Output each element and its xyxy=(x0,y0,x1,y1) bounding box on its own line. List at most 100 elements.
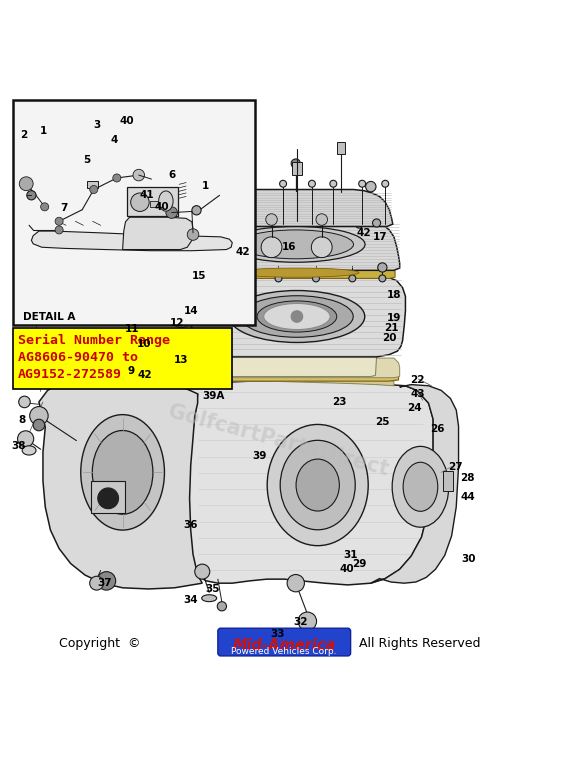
Ellipse shape xyxy=(90,185,98,194)
Text: 29: 29 xyxy=(352,559,367,568)
Ellipse shape xyxy=(296,459,339,511)
Ellipse shape xyxy=(90,576,104,590)
Text: Copyright  ©: Copyright © xyxy=(59,637,140,650)
Bar xyxy=(337,142,345,154)
Text: All Rights Reserved: All Rights Reserved xyxy=(359,637,481,650)
Text: 3: 3 xyxy=(93,120,100,130)
Ellipse shape xyxy=(235,268,359,277)
Ellipse shape xyxy=(22,446,36,455)
Ellipse shape xyxy=(166,207,177,218)
Ellipse shape xyxy=(33,420,45,431)
Ellipse shape xyxy=(239,275,246,282)
Bar xyxy=(127,187,178,216)
Ellipse shape xyxy=(214,219,222,227)
Text: 12: 12 xyxy=(170,318,184,328)
Text: 28: 28 xyxy=(461,473,475,483)
Bar xyxy=(175,290,189,325)
Ellipse shape xyxy=(81,415,165,530)
Text: Mid-America: Mid-America xyxy=(233,638,336,653)
Text: 16: 16 xyxy=(282,242,296,252)
Polygon shape xyxy=(214,347,376,376)
Ellipse shape xyxy=(298,612,317,631)
Text: 44: 44 xyxy=(461,492,475,502)
Ellipse shape xyxy=(174,286,188,293)
Ellipse shape xyxy=(349,275,356,282)
Ellipse shape xyxy=(30,407,48,425)
Polygon shape xyxy=(122,217,193,249)
Text: 32: 32 xyxy=(293,617,307,628)
Ellipse shape xyxy=(358,180,365,187)
Ellipse shape xyxy=(97,572,115,590)
Ellipse shape xyxy=(309,180,316,187)
Ellipse shape xyxy=(218,602,227,611)
Text: 9: 9 xyxy=(128,366,135,376)
Ellipse shape xyxy=(27,191,36,200)
Ellipse shape xyxy=(229,290,365,343)
Ellipse shape xyxy=(55,226,63,234)
Text: 10: 10 xyxy=(137,339,152,349)
Text: 21: 21 xyxy=(385,323,399,333)
Ellipse shape xyxy=(174,321,188,328)
Polygon shape xyxy=(187,276,405,357)
Polygon shape xyxy=(172,374,433,585)
Polygon shape xyxy=(197,374,394,386)
Text: 7: 7 xyxy=(60,203,67,213)
Text: 33: 33 xyxy=(270,629,285,639)
Bar xyxy=(443,470,454,491)
Ellipse shape xyxy=(355,220,363,228)
Polygon shape xyxy=(180,366,398,382)
Text: 35: 35 xyxy=(205,584,219,594)
Ellipse shape xyxy=(316,214,328,225)
Ellipse shape xyxy=(227,226,365,262)
Ellipse shape xyxy=(241,296,353,337)
Text: GolfcartPartsDirect: GolfcartPartsDirect xyxy=(166,401,391,480)
Ellipse shape xyxy=(98,488,118,508)
Polygon shape xyxy=(191,358,400,378)
Ellipse shape xyxy=(392,446,449,527)
Ellipse shape xyxy=(379,275,386,282)
Text: 11: 11 xyxy=(125,325,139,334)
Bar xyxy=(13,100,255,325)
Ellipse shape xyxy=(184,344,198,358)
Ellipse shape xyxy=(403,462,438,511)
Text: 8: 8 xyxy=(18,416,25,426)
Ellipse shape xyxy=(313,275,320,282)
Ellipse shape xyxy=(280,440,355,530)
Bar xyxy=(91,481,125,513)
Text: 22: 22 xyxy=(409,375,424,385)
Ellipse shape xyxy=(133,169,144,181)
Ellipse shape xyxy=(159,191,173,211)
Ellipse shape xyxy=(192,206,201,215)
Text: DETAIL A: DETAIL A xyxy=(23,312,76,322)
Text: 18: 18 xyxy=(387,290,401,299)
Text: 39: 39 xyxy=(253,451,267,461)
Text: 40: 40 xyxy=(120,116,135,126)
Text: 15: 15 xyxy=(191,271,206,281)
Polygon shape xyxy=(195,223,400,271)
Text: 14: 14 xyxy=(183,306,198,315)
Ellipse shape xyxy=(187,229,199,240)
Ellipse shape xyxy=(195,564,210,579)
Ellipse shape xyxy=(267,424,368,546)
Text: 42: 42 xyxy=(137,370,152,381)
Text: 1: 1 xyxy=(202,181,209,191)
Polygon shape xyxy=(201,189,393,226)
Text: 34: 34 xyxy=(183,596,198,606)
Ellipse shape xyxy=(41,203,49,211)
Text: 41: 41 xyxy=(140,190,154,201)
Text: 20: 20 xyxy=(382,334,397,344)
Text: 5: 5 xyxy=(83,154,90,164)
Text: 36: 36 xyxy=(183,521,198,530)
Ellipse shape xyxy=(365,182,376,192)
Text: 31: 31 xyxy=(343,550,358,560)
Ellipse shape xyxy=(238,230,353,259)
Text: 42: 42 xyxy=(235,247,250,257)
Text: AG8606-90470 to: AG8606-90470 to xyxy=(17,351,137,364)
Ellipse shape xyxy=(17,431,34,447)
Ellipse shape xyxy=(372,219,380,227)
Ellipse shape xyxy=(311,237,332,258)
Ellipse shape xyxy=(113,174,121,182)
Polygon shape xyxy=(31,231,232,251)
Text: 6: 6 xyxy=(168,170,175,180)
Text: 40: 40 xyxy=(154,202,169,212)
